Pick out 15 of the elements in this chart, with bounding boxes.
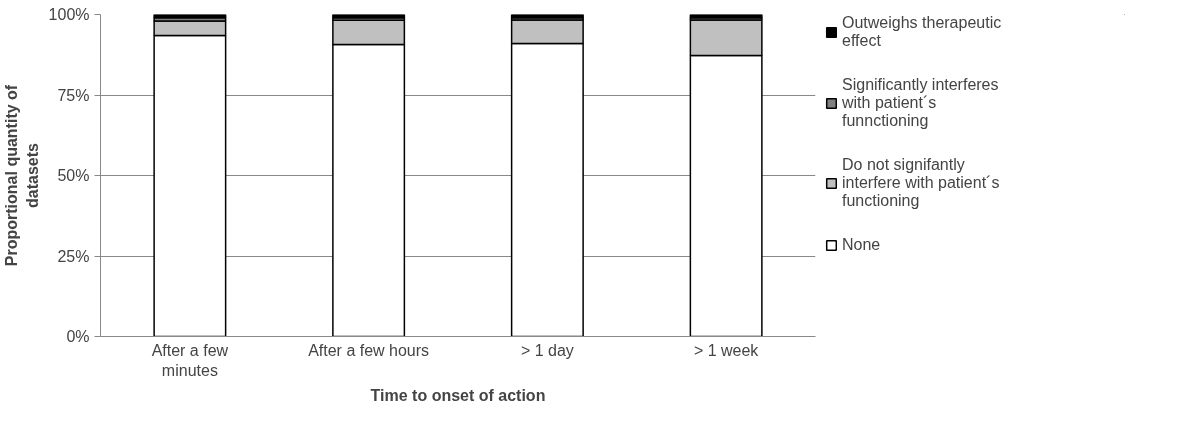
y-tick-label: 50% (57, 167, 90, 184)
y-axis-title: Proportional quantity of datasets (3, 84, 41, 267)
x-tick-label: > 1 week (693, 341, 760, 359)
x-tick-label: After a few minutes (151, 341, 229, 379)
y-tick-label: 0% (66, 328, 90, 345)
x-axis-title: Time to onset of action (370, 386, 546, 404)
y-tick-label: 25% (57, 247, 90, 265)
legend-label: Do not signifantly interfere with patient´s functioning (842, 156, 1000, 210)
x-tick-label: After a few hours (308, 341, 430, 359)
y-tick-label: 75% (57, 86, 90, 104)
x-tick-label: > 1 day (520, 341, 574, 359)
y-tick-label: 100% (48, 6, 90, 23)
legend-label: None (842, 236, 881, 254)
legend-label: Outweighs therapeutic effect (842, 14, 1002, 50)
legend-label: Significantly interferes with patient´s funnctioning (842, 76, 999, 130)
